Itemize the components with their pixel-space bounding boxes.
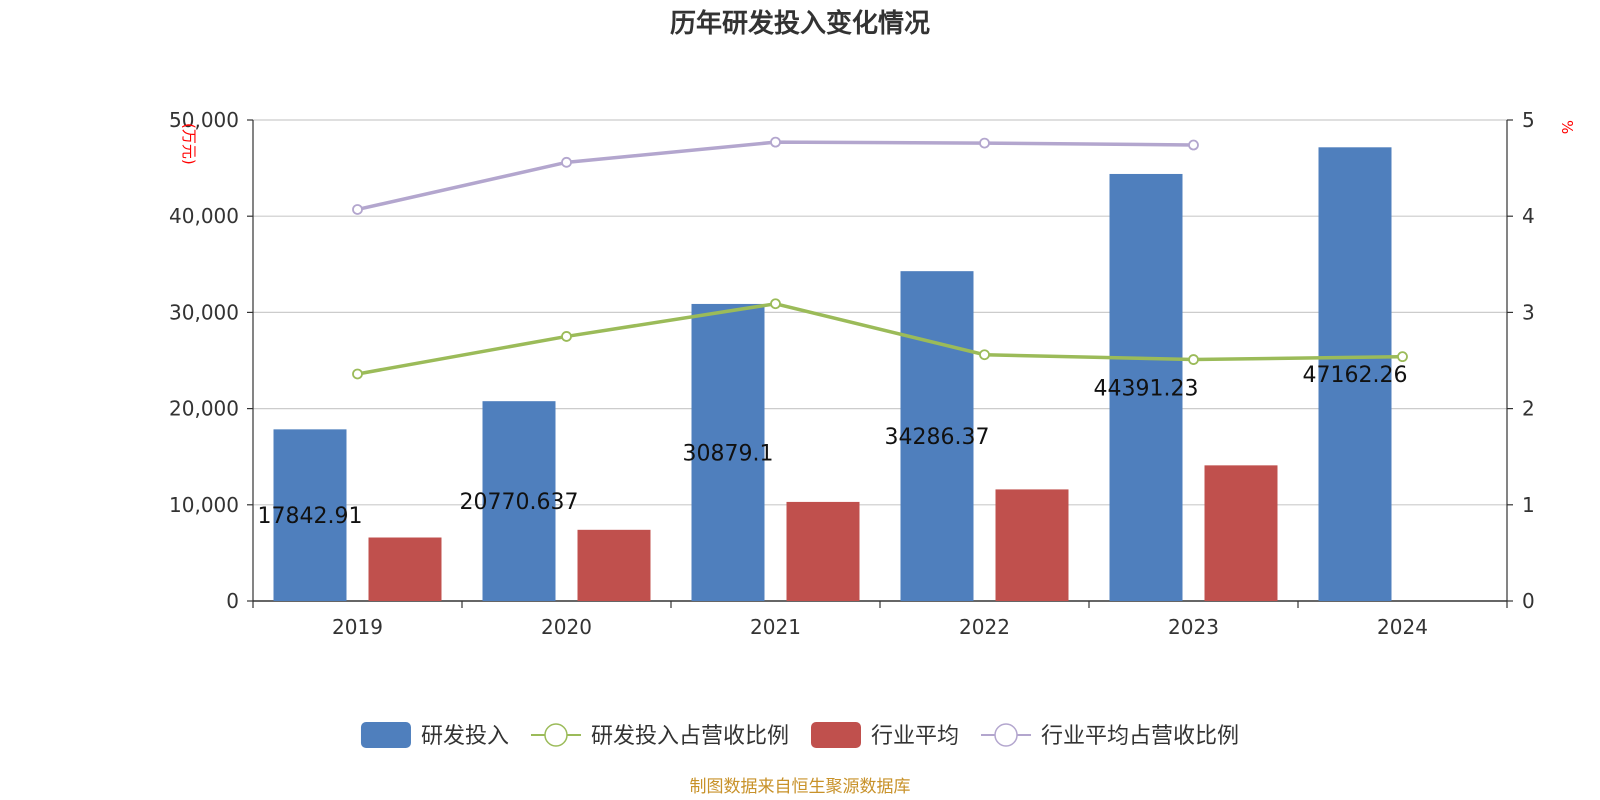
point-研发投入占营收比例 <box>979 349 990 361</box>
right-tick-label: 4 <box>1522 204 1535 228</box>
bar-行业平均 <box>368 537 442 601</box>
point-研发投入占营收比例 <box>770 298 781 310</box>
legend-marker <box>994 723 1018 747</box>
bar-研发投入 <box>691 303 765 601</box>
legend-item-研发投入: 研发投入 <box>360 722 509 749</box>
point-研发投入占营收比例 <box>352 368 363 380</box>
data-label: 34286.37 <box>885 425 990 450</box>
legend-swatch <box>811 722 861 748</box>
bar-行业平均 <box>1204 465 1278 601</box>
legend: 研发投入 研发投入占营收比例 行业平均 行业平均占营收比例 <box>360 722 1239 749</box>
bars <box>273 147 1392 601</box>
line-研发投入占营收比例 <box>357 301 1403 376</box>
point-行业平均占营收比例 <box>352 204 363 215</box>
bar-研发投入 <box>482 401 556 601</box>
lines <box>352 136 1408 380</box>
point-行业平均占营收比例 <box>770 136 781 148</box>
data-label: 17842.91 <box>258 504 363 529</box>
x-tick-label: 2023 <box>1168 615 1219 639</box>
left-tick-label: 0 <box>226 589 239 613</box>
chart-title: 历年研发投入变化情况 <box>670 8 930 39</box>
left-tick-label: 50,000 <box>169 108 239 132</box>
right-tick-label: 1 <box>1522 493 1535 517</box>
legend-label: 研发投入 <box>421 724 509 749</box>
axes: 0 0 10,000 1 20,000 2 30,000 3 40,000 4 50,000 5 201… <box>169 108 1535 639</box>
legend-item-行业平均占营收比例: 行业平均占营收比例 <box>981 723 1239 749</box>
legend-marker <box>544 723 568 747</box>
legend-label: 行业平均占营收比例 <box>1041 724 1239 749</box>
point-研发投入占营收比例 <box>1188 354 1199 365</box>
point-行业平均占营收比例 <box>1188 139 1199 151</box>
bar-行业平均 <box>786 501 860 601</box>
point-行业平均占营收比例 <box>561 156 572 168</box>
right-tick-label: 2 <box>1522 397 1535 421</box>
right-tick-label: 5 <box>1522 108 1535 132</box>
x-tick-label: 2020 <box>541 615 592 639</box>
data-labels: 17842.91 20770.637 30879.1 34286.37 44391.23… <box>258 363 1408 529</box>
x-tick-label: 2022 <box>959 615 1010 639</box>
bar-行业平均 <box>577 529 651 601</box>
grid-lines <box>253 119 1507 506</box>
x-tick-label: 2021 <box>750 615 801 639</box>
data-label: 47162.26 <box>1303 363 1408 388</box>
bar-研发投入 <box>1109 173 1183 601</box>
right-tick-label: 3 <box>1522 300 1535 324</box>
data-source: 制图数据来自恒生聚源数据库 <box>690 777 911 797</box>
point-研发投入占营收比例 <box>1397 351 1408 363</box>
data-label: 30879.1 <box>683 441 774 466</box>
point-行业平均占营收比例 <box>979 137 990 149</box>
bar-研发投入 <box>1318 147 1392 601</box>
right-axis-unit: % <box>1558 120 1576 134</box>
data-label: 20770.637 <box>460 490 579 515</box>
legend-label: 研发投入占营收比例 <box>591 724 789 749</box>
legend-label: 行业平均 <box>871 724 959 749</box>
left-axis-unit: (万元) <box>180 123 198 165</box>
x-tick-label: 2024 <box>1377 615 1428 639</box>
left-tick-label: 20,000 <box>169 397 239 421</box>
right-tick-label: 0 <box>1522 589 1535 613</box>
legend-swatch <box>360 722 411 748</box>
left-tick-label: 40,000 <box>169 204 239 228</box>
left-tick-label: 10,000 <box>169 493 239 517</box>
bar-研发投入 <box>900 271 974 601</box>
legend-item-研发投入占营收比例: 研发投入占营收比例 <box>530 723 789 749</box>
line-行业平均占营收比例 <box>357 140 1194 212</box>
bar-行业平均 <box>995 489 1069 601</box>
legend-item-行业平均: 行业平均 <box>811 722 959 749</box>
bar-研发投入 <box>273 429 347 601</box>
data-label: 44391.23 <box>1094 376 1199 401</box>
x-tick-label: 2019 <box>332 615 383 639</box>
left-tick-label: 30,000 <box>169 300 239 324</box>
point-研发投入占营收比例 <box>561 331 572 342</box>
